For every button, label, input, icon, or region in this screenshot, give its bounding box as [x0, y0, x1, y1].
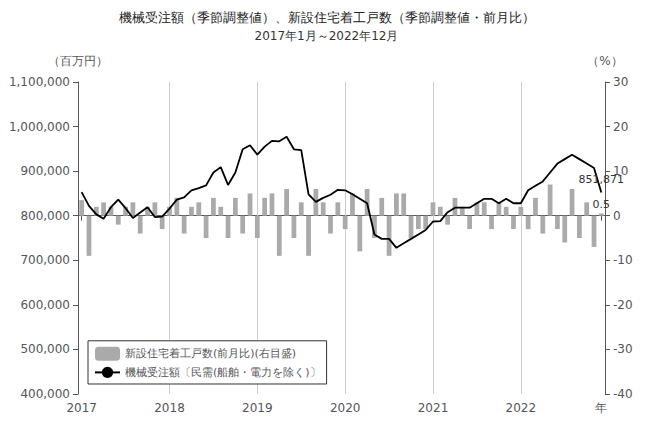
svg-text:400,000: 400,000 [20, 387, 70, 401]
svg-text:500,000: 500,000 [20, 342, 70, 356]
svg-text:-10: -10 [613, 253, 633, 267]
svg-text:（百万円）: （百万円） [48, 54, 108, 68]
svg-text:2021: 2021 [418, 401, 449, 415]
svg-text:機械受注額〔民需(船舶・電力を除く)〕: 機械受注額〔民需(船舶・電力を除く)〕 [125, 366, 321, 379]
svg-text:2017: 2017 [66, 401, 97, 415]
svg-text:20: 20 [613, 120, 628, 134]
svg-text:900,000: 900,000 [20, 164, 70, 178]
svg-text:10: 10 [613, 164, 629, 179]
svg-text:1,100,000: 1,100,000 [9, 75, 70, 89]
svg-text:600,000: 600,000 [20, 298, 70, 312]
svg-text:2017年1月～2022年12月: 2017年1月～2022年12月 [255, 29, 399, 43]
svg-text:2019: 2019 [242, 401, 273, 415]
svg-text:年: 年 [595, 401, 607, 415]
svg-text:800,000: 800,000 [20, 209, 70, 223]
svg-text:-30: -30 [613, 342, 633, 356]
svg-text:新設住宅着工戸数(前月比)(右目盛): 新設住宅着工戸数(前月比)(右目盛) [125, 347, 296, 360]
svg-text:-20: -20 [613, 298, 633, 312]
svg-text:2020: 2020 [330, 401, 361, 415]
svg-text:0.5: 0.5 [593, 198, 611, 211]
svg-text:700,000: 700,000 [20, 253, 70, 267]
svg-text:851,871: 851,871 [579, 173, 625, 186]
svg-text:0: 0 [613, 209, 621, 223]
svg-text:-40: -40 [613, 387, 633, 401]
svg-text:2022: 2022 [506, 401, 537, 415]
svg-text:30: 30 [613, 75, 628, 89]
svg-text:2018: 2018 [154, 401, 185, 415]
svg-text:（%）: （%） [587, 54, 622, 68]
svg-text:機械受注額（季節調整値）、新設住宅着工戸数（季節調整値・前月: 機械受注額（季節調整値）、新設住宅着工戸数（季節調整値・前月比） [119, 10, 535, 25]
svg-text:1,000,000: 1,000,000 [9, 120, 70, 134]
